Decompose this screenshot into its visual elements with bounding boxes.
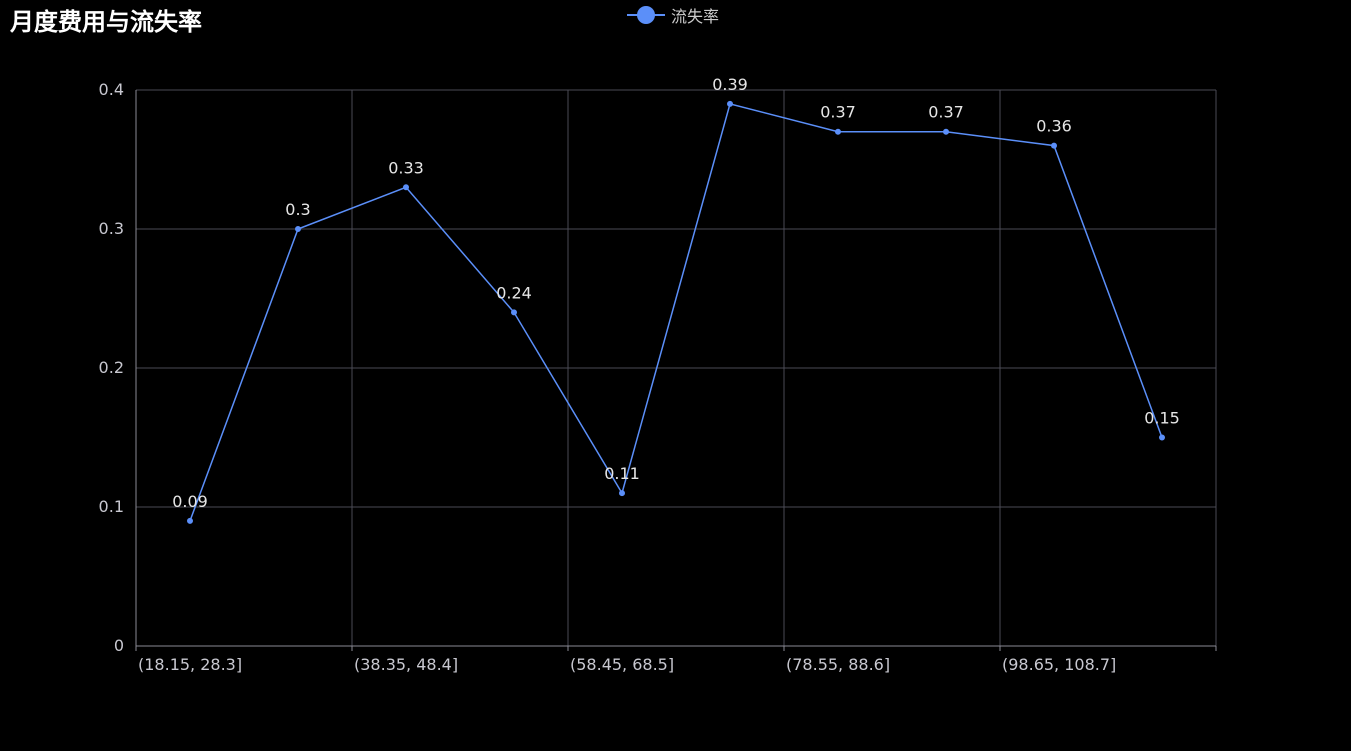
data-label: 0.15 (1144, 409, 1180, 428)
legend-item-series[interactable]: 流失率 (627, 4, 719, 26)
data-point (1159, 434, 1165, 441)
data-label: 0.09 (172, 492, 208, 511)
x-tick-label: (78.55, 88.6] (786, 655, 890, 674)
data-label: 0.37 (928, 103, 964, 122)
y-tick-label: 0.1 (99, 497, 124, 516)
data-label: 0.11 (604, 464, 640, 483)
series-line (189, 102, 1163, 522)
data-point (835, 128, 841, 135)
data-point (295, 226, 301, 232)
data-label: 0.33 (388, 158, 424, 177)
data-label: 0.37 (820, 103, 856, 122)
data-point (943, 128, 949, 135)
data-point (511, 309, 517, 316)
data-label: 0.24 (496, 283, 532, 302)
x-tick-label: (38.35, 48.4] (354, 655, 458, 674)
legend-line-dot-icon (627, 4, 665, 26)
data-point (187, 517, 193, 524)
data-label: 0.36 (1036, 117, 1072, 136)
y-tick-label: 0.4 (99, 80, 124, 99)
chart-title: 月度费用与流失率 (10, 8, 202, 36)
x-tick-label: (98.65, 108.7] (1002, 655, 1116, 674)
y-tick-label: 0.3 (99, 219, 124, 238)
y-tick-label: 0.2 (99, 358, 124, 377)
data-label: 0.39 (712, 75, 748, 94)
y-tick-label: 0 (114, 636, 124, 655)
data-point (619, 490, 625, 497)
legend-label: 流失率 (671, 7, 720, 26)
data-point (1051, 142, 1057, 149)
data-label: 0.3 (285, 200, 310, 219)
x-tick-label: (18.15, 28.3] (138, 655, 242, 674)
legend-dot (637, 6, 655, 24)
data-point (727, 100, 733, 107)
data-point (403, 184, 409, 191)
x-tick-label: (58.45, 68.5] (570, 655, 674, 674)
